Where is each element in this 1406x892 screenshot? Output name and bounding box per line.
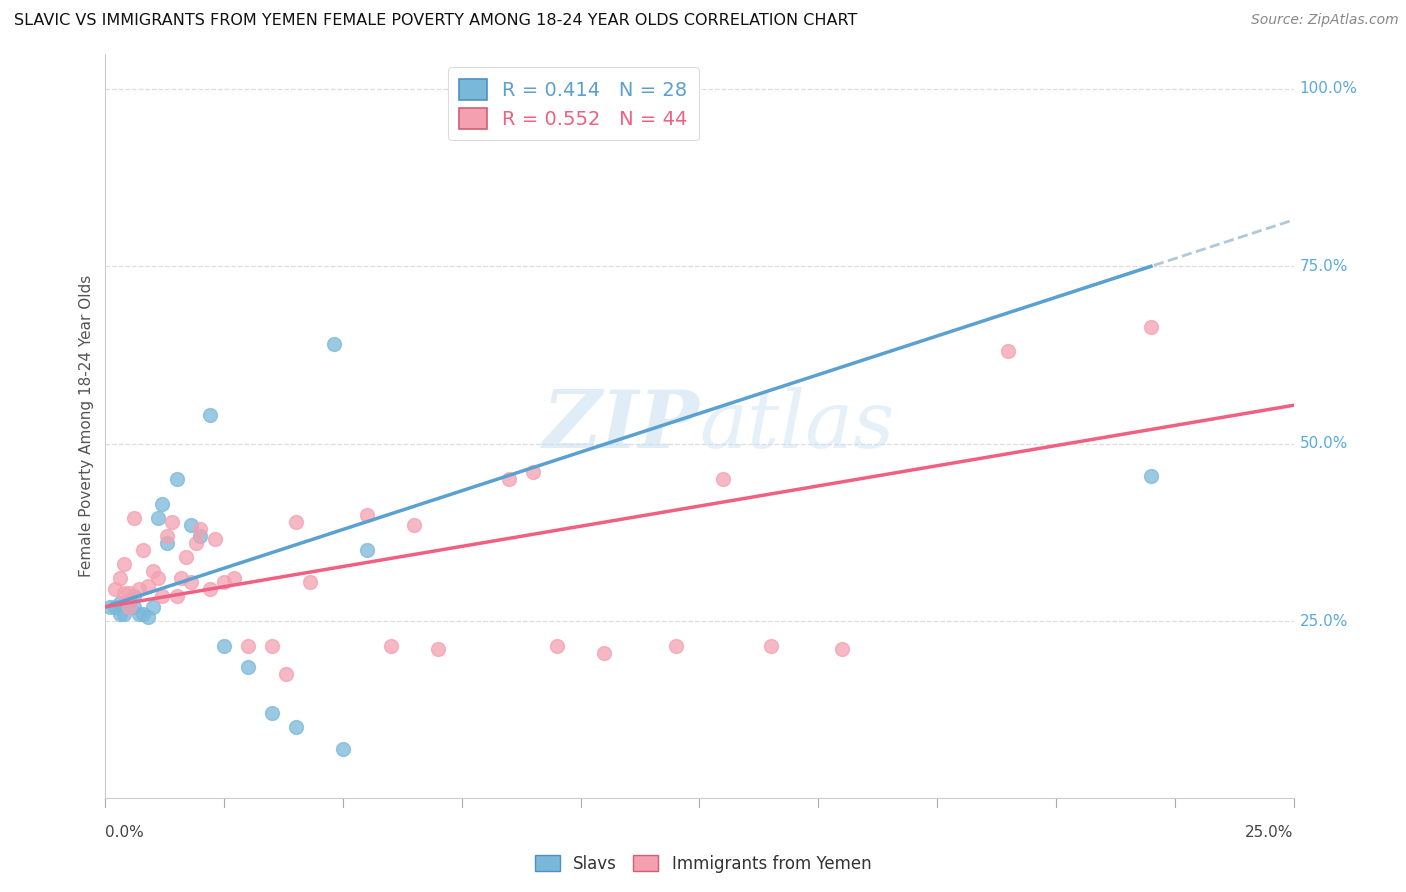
Y-axis label: Female Poverty Among 18-24 Year Olds: Female Poverty Among 18-24 Year Olds <box>79 275 94 577</box>
Legend: Slavs, Immigrants from Yemen: Slavs, Immigrants from Yemen <box>527 848 879 880</box>
Point <box>356 543 378 558</box>
Point <box>118 592 141 607</box>
Point <box>380 639 402 653</box>
Point <box>122 511 145 525</box>
Point <box>136 610 159 624</box>
Text: Source: ZipAtlas.com: Source: ZipAtlas.com <box>1251 13 1399 28</box>
Point <box>831 642 853 657</box>
Point <box>98 599 121 614</box>
Point <box>427 642 450 657</box>
Text: 0.0%: 0.0% <box>105 825 145 840</box>
Point <box>104 599 127 614</box>
Point <box>166 589 188 603</box>
Point <box>174 550 197 565</box>
Text: 100.0%: 100.0% <box>1299 81 1357 96</box>
Text: atlas: atlas <box>700 387 894 465</box>
Point <box>222 571 245 585</box>
Text: ZIP: ZIP <box>543 387 700 465</box>
Point <box>284 515 307 529</box>
Point <box>142 565 165 579</box>
Point <box>236 660 259 674</box>
Point <box>711 472 734 486</box>
Point <box>356 508 378 522</box>
Point <box>1140 319 1163 334</box>
Point <box>118 585 141 599</box>
Point <box>180 574 202 589</box>
Point <box>114 585 136 599</box>
Point <box>114 607 136 621</box>
Text: 75.0%: 75.0% <box>1299 259 1348 274</box>
Text: SLAVIC VS IMMIGRANTS FROM YEMEN FEMALE POVERTY AMONG 18-24 YEAR OLDS CORRELATION: SLAVIC VS IMMIGRANTS FROM YEMEN FEMALE P… <box>14 13 858 29</box>
Text: 50.0%: 50.0% <box>1299 436 1348 451</box>
Point <box>522 465 544 479</box>
Point <box>190 522 212 536</box>
Point <box>332 741 354 756</box>
Point <box>132 607 155 621</box>
Legend: R = 0.414   N = 28, R = 0.552   N = 44: R = 0.414 N = 28, R = 0.552 N = 44 <box>449 67 699 140</box>
Point <box>274 667 297 681</box>
Point <box>260 639 283 653</box>
Point <box>180 518 202 533</box>
Point <box>298 574 321 589</box>
Point <box>665 639 688 653</box>
Point <box>236 639 259 653</box>
Point <box>118 599 141 614</box>
Point <box>170 571 193 585</box>
Point <box>198 409 221 423</box>
Point <box>284 720 307 734</box>
Point <box>190 529 212 543</box>
Point <box>322 337 344 351</box>
Point <box>997 344 1019 359</box>
Text: 25.0%: 25.0% <box>1246 825 1294 840</box>
Point <box>156 529 179 543</box>
Point <box>198 582 221 596</box>
Point <box>136 578 159 592</box>
Point <box>184 536 207 550</box>
Point <box>404 518 426 533</box>
Point <box>108 607 131 621</box>
Point <box>114 558 136 572</box>
Point <box>128 582 150 596</box>
Point <box>498 472 520 486</box>
Point <box>108 596 131 610</box>
Point <box>152 589 174 603</box>
Point <box>260 706 283 721</box>
Point <box>142 599 165 614</box>
Point <box>152 497 174 511</box>
Point <box>122 599 145 614</box>
Point <box>146 511 169 525</box>
Point <box>214 574 236 589</box>
Point <box>214 639 236 653</box>
Point <box>160 515 183 529</box>
Point <box>146 571 169 585</box>
Point <box>546 639 568 653</box>
Point <box>593 646 616 660</box>
Text: 25.0%: 25.0% <box>1299 614 1348 629</box>
Point <box>104 582 127 596</box>
Point <box>122 589 145 603</box>
Point <box>204 533 226 547</box>
Point <box>156 536 179 550</box>
Point <box>118 599 141 614</box>
Point <box>166 472 188 486</box>
Point <box>759 639 782 653</box>
Point <box>128 607 150 621</box>
Point <box>132 543 155 558</box>
Point <box>1140 468 1163 483</box>
Point <box>108 571 131 585</box>
